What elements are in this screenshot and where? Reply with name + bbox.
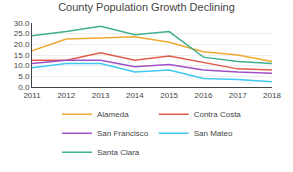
svg-text:2011: 2011	[23, 91, 41, 100]
svg-text:County Population Growth Decli: County Population Growth Declining	[58, 1, 235, 13]
svg-text:10.0: 10.0	[14, 61, 30, 70]
svg-text:2017: 2017	[229, 91, 247, 100]
svg-text:2018: 2018	[263, 91, 281, 100]
svg-text:25.0: 25.0	[14, 29, 30, 38]
svg-text:15.0: 15.0	[14, 51, 30, 60]
svg-text:0.0: 0.0	[18, 83, 30, 92]
svg-text:2015: 2015	[160, 91, 178, 100]
svg-text:San Mateo: San Mateo	[194, 129, 233, 138]
svg-text:2013: 2013	[92, 91, 110, 100]
svg-text:Contra Costa: Contra Costa	[194, 110, 242, 119]
svg-text:Alameda: Alameda	[97, 110, 129, 119]
svg-text:2016: 2016	[195, 91, 213, 100]
svg-text:Santa Clara: Santa Clara	[97, 148, 140, 157]
svg-text:2012: 2012	[57, 91, 75, 100]
svg-text:2014: 2014	[126, 91, 144, 100]
svg-text:20.0: 20.0	[14, 40, 30, 49]
svg-text:30.0: 30.0	[14, 19, 30, 28]
svg-text:5.0: 5.0	[18, 72, 30, 81]
svg-text:San Francisco: San Francisco	[97, 129, 149, 138]
